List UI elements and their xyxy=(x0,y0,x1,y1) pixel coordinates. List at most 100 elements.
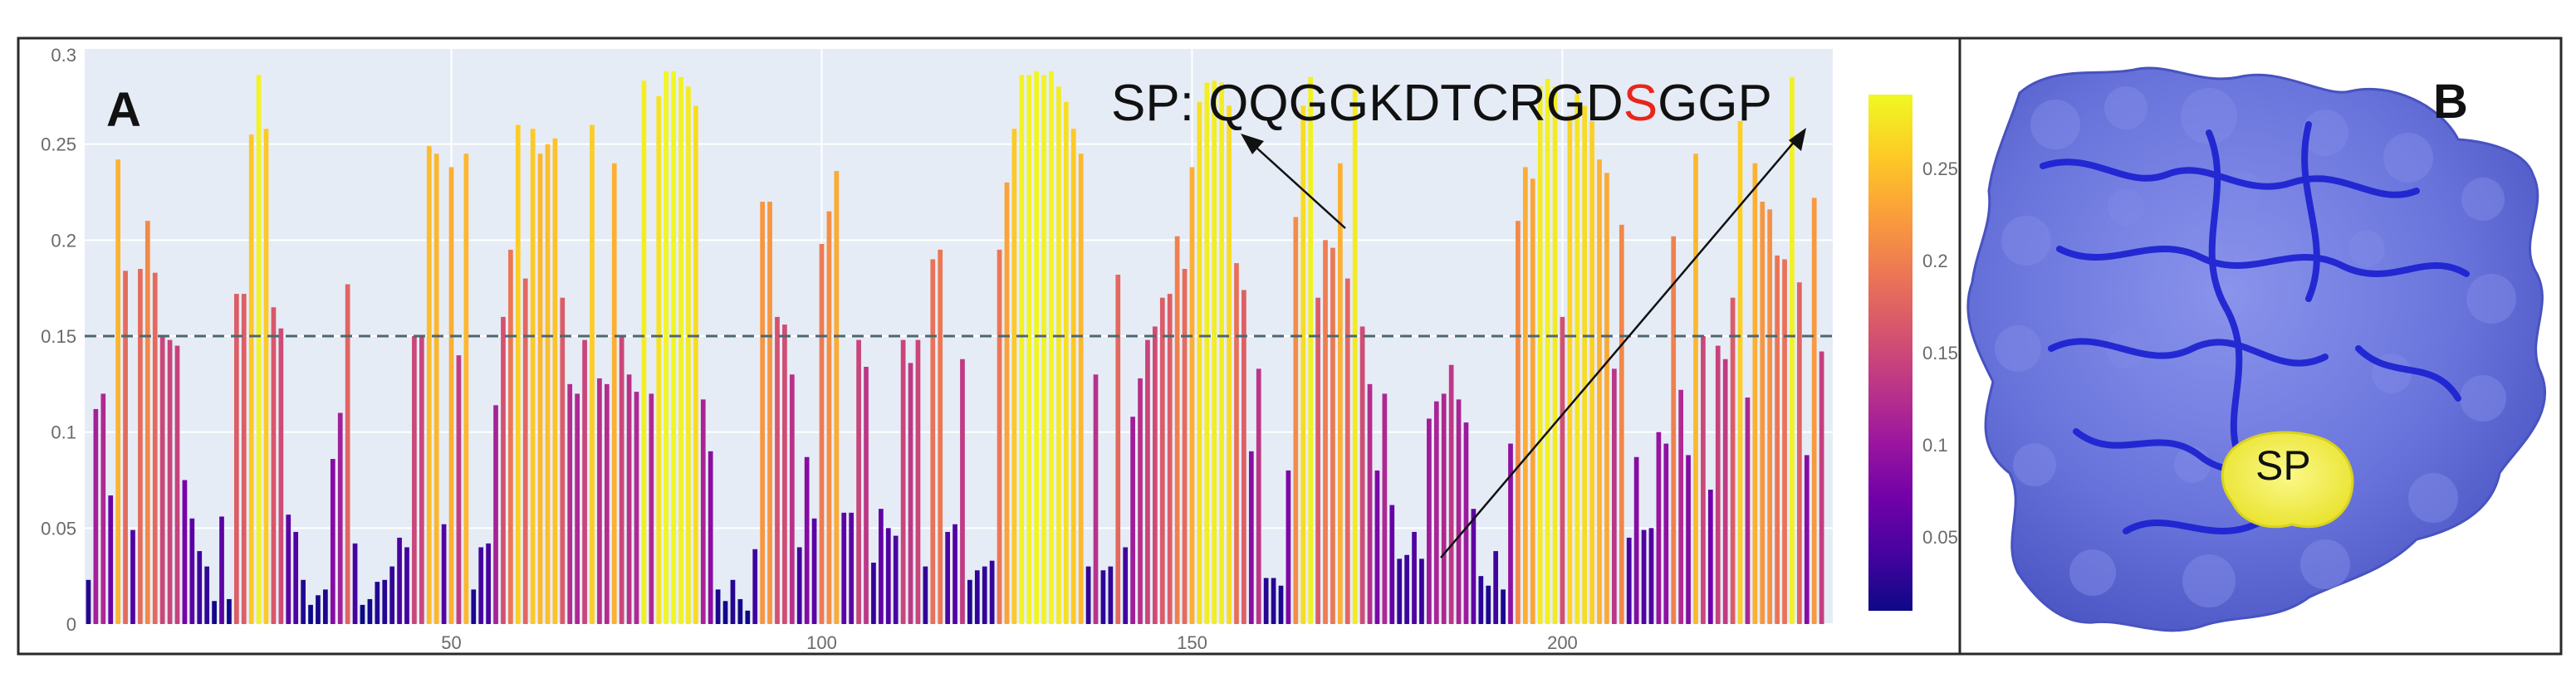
bar xyxy=(796,547,802,624)
colorbar-tick-label: 0.2 xyxy=(1922,251,1948,271)
bar xyxy=(752,549,758,624)
bar xyxy=(389,566,395,624)
bar xyxy=(641,80,647,624)
sequence-residue: G xyxy=(1658,75,1697,132)
bar xyxy=(656,95,662,624)
bar xyxy=(1204,82,1210,624)
bar xyxy=(967,579,972,624)
bar xyxy=(1248,451,1254,624)
bar xyxy=(1707,490,1713,624)
bar xyxy=(700,399,706,624)
bar xyxy=(1382,393,1388,624)
y-tick-label: 0.3 xyxy=(51,45,76,66)
bar xyxy=(737,598,743,624)
bar xyxy=(1686,455,1691,624)
sequence-residue: D xyxy=(1403,75,1440,132)
bar xyxy=(1093,374,1099,624)
bar xyxy=(1626,537,1632,624)
bar xyxy=(263,129,269,624)
bar xyxy=(1174,236,1180,624)
bar xyxy=(1338,163,1343,625)
bar xyxy=(1212,80,1217,624)
bar xyxy=(626,374,632,624)
bar xyxy=(1767,209,1773,624)
bar xyxy=(953,524,957,624)
bar xyxy=(1560,316,1565,624)
bar xyxy=(478,547,484,624)
bar xyxy=(174,345,180,624)
bar xyxy=(515,124,521,624)
bar xyxy=(1308,76,1314,624)
y-axis-ticks: 0 0.05 0.1 0.15 0.2 0.25 0.3 xyxy=(41,45,76,635)
bar xyxy=(330,459,335,624)
bar xyxy=(1145,339,1150,624)
bar xyxy=(433,154,439,625)
bar xyxy=(708,451,713,624)
bar xyxy=(1085,566,1091,624)
bar xyxy=(989,560,995,624)
bar xyxy=(1597,159,1602,625)
bar xyxy=(1286,470,1291,624)
bar xyxy=(508,249,513,624)
bar xyxy=(1315,297,1320,624)
bar xyxy=(1011,129,1017,624)
bar xyxy=(1722,359,1728,624)
sequence-residue: T xyxy=(1440,75,1472,132)
bar xyxy=(1159,297,1165,624)
bar xyxy=(1760,202,1765,624)
bar xyxy=(590,124,595,624)
bar xyxy=(100,393,106,624)
colorbar-tick-label: 0.05 xyxy=(1922,527,1958,548)
bar xyxy=(1530,178,1535,624)
bar xyxy=(1359,326,1365,624)
bar xyxy=(138,269,143,624)
panel-a: 0 0.05 0.1 0.15 0.2 0.25 0.3 50 100 150 200 A SP:… xyxy=(41,45,1958,653)
bar xyxy=(567,383,573,624)
bar xyxy=(649,393,654,624)
bar xyxy=(664,71,669,624)
sequence-residue: Q xyxy=(1208,75,1248,132)
bar xyxy=(1115,274,1121,624)
bar xyxy=(323,589,328,624)
bar xyxy=(219,516,224,624)
y-tick-label: 0.1 xyxy=(51,422,76,443)
bar xyxy=(115,159,120,625)
sequence-residue: P xyxy=(1738,75,1772,132)
bar xyxy=(204,566,210,624)
bar xyxy=(537,154,543,625)
bar xyxy=(1671,236,1677,624)
bar xyxy=(1070,129,1076,624)
bar xyxy=(864,367,869,624)
bar xyxy=(1404,554,1409,624)
bar xyxy=(93,408,99,624)
y-tick-label: 0.05 xyxy=(41,518,76,539)
bar xyxy=(604,383,610,624)
bar xyxy=(1678,389,1684,624)
bar xyxy=(86,579,91,624)
bar xyxy=(167,339,173,624)
bar xyxy=(1300,105,1306,624)
bar xyxy=(397,537,402,624)
bar xyxy=(212,601,217,624)
bar xyxy=(1486,585,1491,624)
bar xyxy=(1545,79,1550,624)
bar xyxy=(486,543,491,624)
sp-prefix: SP: xyxy=(1111,75,1208,132)
bar xyxy=(834,171,840,625)
bar xyxy=(1108,566,1114,624)
bar xyxy=(1819,351,1824,624)
bar xyxy=(1227,105,1232,624)
bar xyxy=(501,316,506,624)
bar xyxy=(760,202,765,624)
bar xyxy=(1522,167,1528,624)
sequence-residue: G xyxy=(1329,75,1369,132)
bar xyxy=(634,392,639,624)
bar xyxy=(826,211,832,624)
bar xyxy=(248,134,254,625)
bar xyxy=(448,167,454,624)
surface-bumps xyxy=(1995,86,2516,607)
bar xyxy=(1582,105,1588,624)
bar xyxy=(1234,263,1239,624)
bar xyxy=(597,378,602,624)
sequence-residue: S xyxy=(1623,75,1658,132)
